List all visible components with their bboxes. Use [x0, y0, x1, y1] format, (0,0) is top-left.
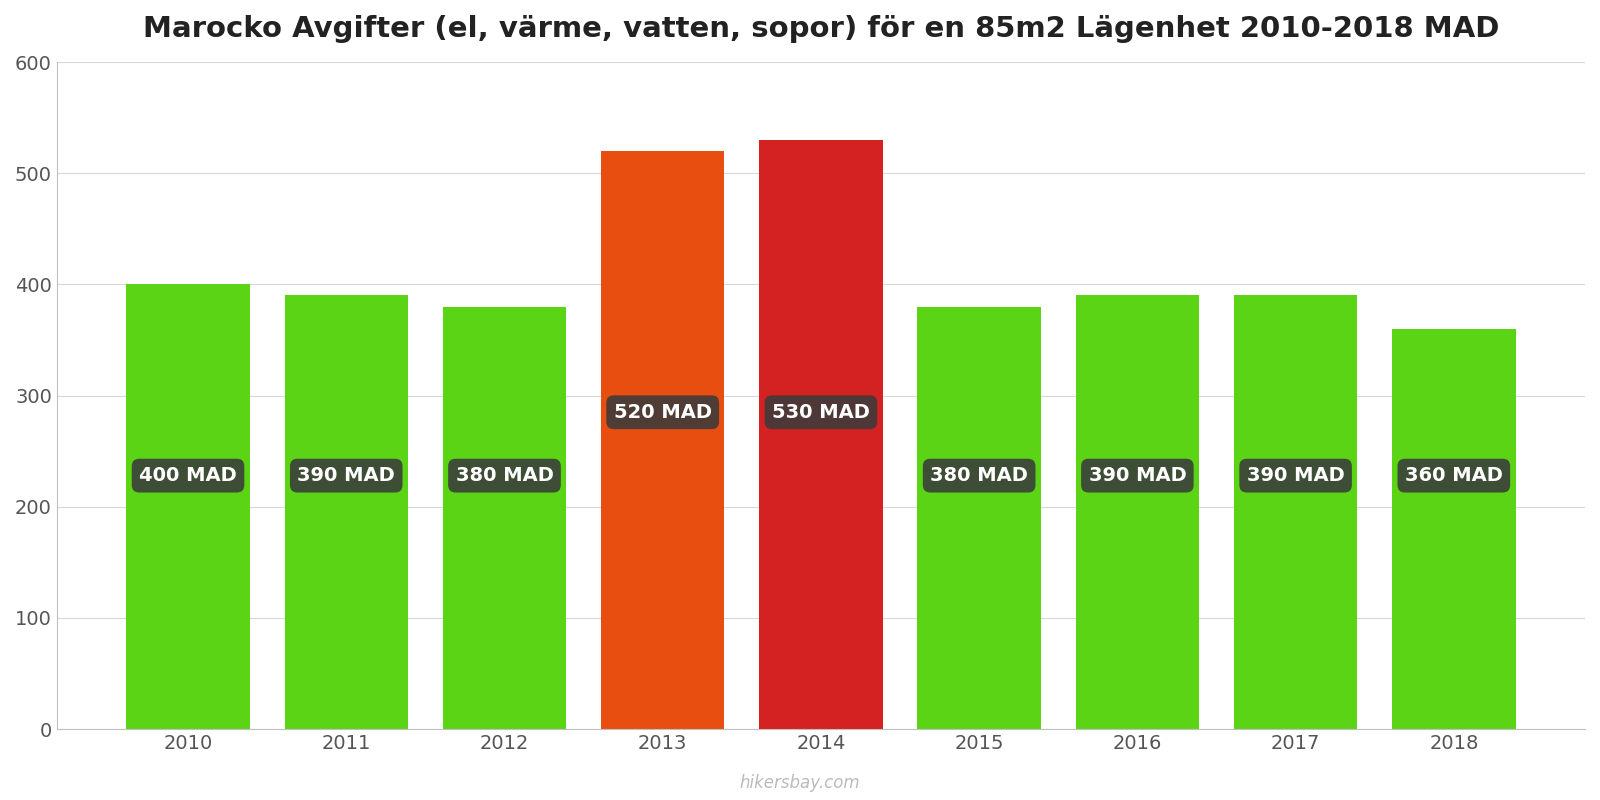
Text: 390 MAD: 390 MAD	[1088, 466, 1186, 485]
Bar	[285, 295, 408, 729]
Text: 360 MAD: 360 MAD	[1405, 466, 1502, 485]
Bar	[1075, 295, 1198, 729]
Text: 390 MAD: 390 MAD	[298, 466, 395, 485]
Text: 520 MAD: 520 MAD	[614, 402, 712, 422]
Text: 400 MAD: 400 MAD	[139, 466, 237, 485]
Bar	[126, 284, 250, 729]
Bar	[443, 306, 566, 729]
Bar	[917, 306, 1042, 729]
Text: hikersbay.com: hikersbay.com	[739, 774, 861, 792]
Title: Marocko Avgifter (el, värme, vatten, sopor) för en 85m2 Lägenhet 2010-2018 MAD: Marocko Avgifter (el, värme, vatten, sop…	[142, 15, 1499, 43]
Text: 380 MAD: 380 MAD	[930, 466, 1029, 485]
Bar	[602, 151, 725, 729]
Text: 390 MAD: 390 MAD	[1246, 466, 1344, 485]
Bar	[1392, 329, 1515, 729]
Bar	[1234, 295, 1357, 729]
Text: 530 MAD: 530 MAD	[771, 402, 870, 422]
Text: 380 MAD: 380 MAD	[456, 466, 554, 485]
Bar	[760, 140, 883, 729]
